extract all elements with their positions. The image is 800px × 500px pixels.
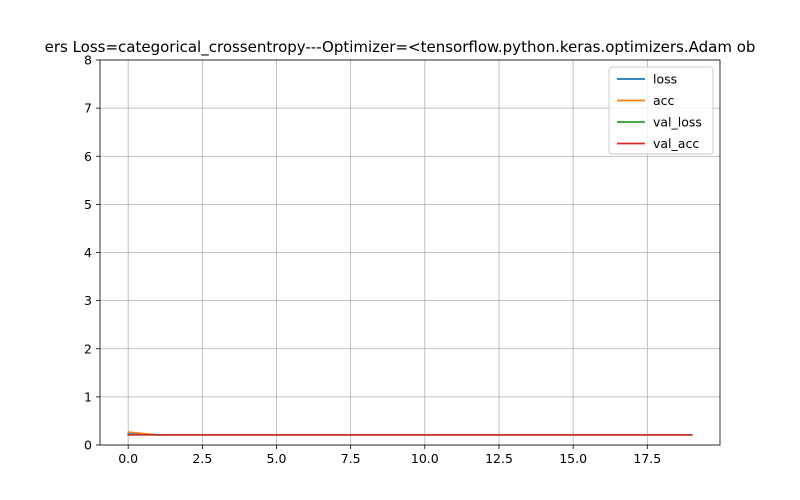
legend-label-val_loss: val_loss [653,115,702,130]
legend-label-acc: acc [653,93,675,108]
legend-box [608,66,714,155]
y-tick-label: 0 [84,438,92,453]
x-tick-label: 5.0 [267,451,287,466]
chart-title: ers Loss=categorical_crossentropy---Opti… [45,38,756,57]
legend-label-val_acc: val_acc [653,136,699,151]
y-tick-label: 8 [84,53,92,68]
y-tick-label: 3 [84,293,92,308]
x-tick-label: 15.0 [559,451,587,466]
plot-frame [99,59,721,446]
y-tick-label: 7 [84,101,92,116]
y-tick-label: 6 [84,149,92,164]
x-tick-label: 7.5 [341,451,361,466]
y-tick-label: 2 [84,341,92,356]
x-tick-label: 0.0 [118,451,138,466]
y-tick-label: 4 [84,245,92,260]
y-tick-label: 5 [84,197,92,212]
x-tick-label: 10.0 [411,451,439,466]
x-tick-label: 17.5 [633,451,661,466]
x-tick-label: 12.5 [485,451,513,466]
legend: loss acc val_loss val_acc [608,66,714,155]
axes: 0.0 2.5 5.0 7.5 10.0 12.5 15.0 17.5 0 1 2 3 4 5 6 7 8 [84,53,721,466]
y-tick-label: 1 [84,389,92,404]
legend-label-loss: loss [653,72,677,87]
x-tick-label: 2.5 [192,451,212,466]
series-group [127,431,693,436]
